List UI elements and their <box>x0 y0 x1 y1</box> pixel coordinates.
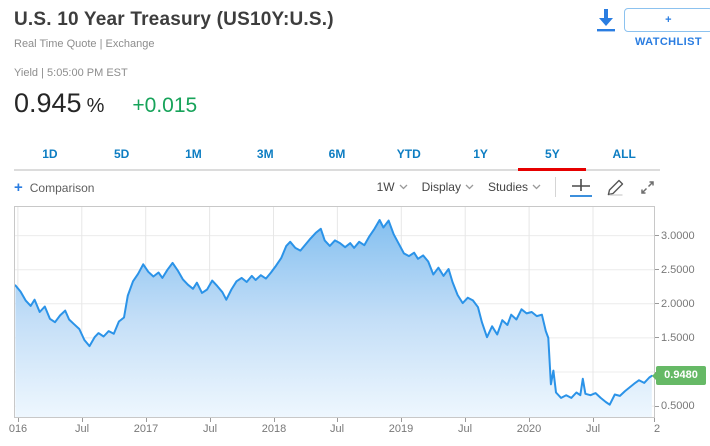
chart-toolbar: + Comparison 1W Display Studies <box>0 176 710 202</box>
display-label: Display <box>421 180 461 194</box>
y-axis-tick <box>655 235 659 236</box>
x-axis-tick <box>654 418 655 422</box>
area-chart-canvas <box>15 207 654 417</box>
quote-price: 0.945 <box>14 88 82 118</box>
x-axis-tick <box>401 418 402 422</box>
plus-icon: + <box>14 179 23 196</box>
x-axis-label: 2018 <box>261 423 287 435</box>
x-axis-tick <box>529 418 530 422</box>
range-tab-ytd[interactable]: YTD <box>396 147 421 161</box>
fullscreen-button[interactable] <box>639 179 656 196</box>
y-axis-label: 1.5000 <box>661 332 695 344</box>
x-axis-label: 2 <box>653 423 661 435</box>
chart-style-icon <box>572 178 590 191</box>
interval-value: 1W <box>376 180 395 194</box>
y-axis-tick <box>655 337 659 338</box>
display-dropdown[interactable]: Display <box>422 180 474 194</box>
add-watchlist-button[interactable]: + WATCHLIST <box>624 8 710 48</box>
draw-button[interactable] <box>606 178 625 197</box>
quote-source-label: Real Time Quote | Exchange <box>14 38 155 50</box>
x-axis-label: Jul <box>74 423 90 435</box>
comparison-button[interactable]: + Comparison <box>14 180 94 195</box>
x-axis-tick <box>274 418 275 422</box>
x-axis-label: 016 <box>8 423 28 435</box>
y-axis-label: 3.0000 <box>661 230 695 242</box>
range-tab-bar: 1D 5D 1M 3M 6M YTD 1Y 5Y ALL <box>14 143 660 171</box>
x-axis-label: 2020 <box>516 423 542 435</box>
y-axis-label: 2.0000 <box>661 298 695 310</box>
studies-label: Studies <box>487 180 528 194</box>
x-axis-label: Jul <box>457 423 473 435</box>
range-tab-1d[interactable]: 1D <box>42 147 58 161</box>
chart-controls: 1W Display Studies <box>377 177 656 197</box>
x-axis-tick <box>146 418 147 422</box>
x-axis-label: Jul <box>202 423 218 435</box>
y-axis-tick <box>655 303 659 304</box>
range-tab-6m[interactable]: 6M <box>328 147 346 161</box>
chevron-down-icon <box>399 184 408 190</box>
y-axis-tick <box>655 269 659 270</box>
price-chart[interactable] <box>14 206 655 418</box>
studies-dropdown[interactable]: Studies <box>488 180 541 194</box>
range-tab-all[interactable]: ALL <box>612 147 636 161</box>
x-axis-tick <box>18 418 19 422</box>
quote-unit: % <box>86 95 105 117</box>
chart-style-button[interactable] <box>570 178 592 197</box>
x-axis-label: Jul <box>585 423 601 435</box>
pencil-icon <box>607 179 624 196</box>
quote-change: +0.015 <box>132 94 198 117</box>
chevron-down-icon <box>465 184 474 190</box>
range-tab-1m[interactable]: 1M <box>185 147 202 161</box>
interval-dropdown[interactable]: 1W <box>377 180 408 194</box>
x-axis-label: 2017 <box>133 423 159 435</box>
page-title: U.S. 10 Year Treasury (US10Y:U.S.) <box>14 9 334 30</box>
range-tab-5d[interactable]: 5D <box>114 147 130 161</box>
price-row: 0.945 % +0.015 <box>14 88 197 119</box>
chevron-down-icon <box>532 184 541 190</box>
expand-icon <box>641 180 654 194</box>
y-axis-tick <box>655 406 659 407</box>
x-axis-tick <box>210 418 211 422</box>
range-tab-3m[interactable]: 3M <box>256 147 274 161</box>
quote-context-label: Yield | 5:05:00 PM EST <box>14 67 128 79</box>
toolbar-divider <box>555 177 556 197</box>
range-tab-1y[interactable]: 1Y <box>473 147 488 161</box>
x-axis-tick <box>465 418 466 422</box>
comparison-label: Comparison <box>29 180 95 195</box>
download-icon <box>597 9 615 32</box>
y-axis-label: 2.5000 <box>661 264 695 276</box>
x-axis-label: 2019 <box>388 423 414 435</box>
x-axis-tick <box>593 418 594 422</box>
x-axis-label: Jul <box>329 423 345 435</box>
y-axis-label: 0.5000 <box>661 400 695 412</box>
download-button[interactable] <box>594 8 618 34</box>
x-axis-tick <box>337 418 338 422</box>
x-axis-tick <box>82 418 83 422</box>
current-value-badge: 0.9480 <box>652 366 706 385</box>
range-tab-5y[interactable]: 5Y <box>516 143 588 171</box>
